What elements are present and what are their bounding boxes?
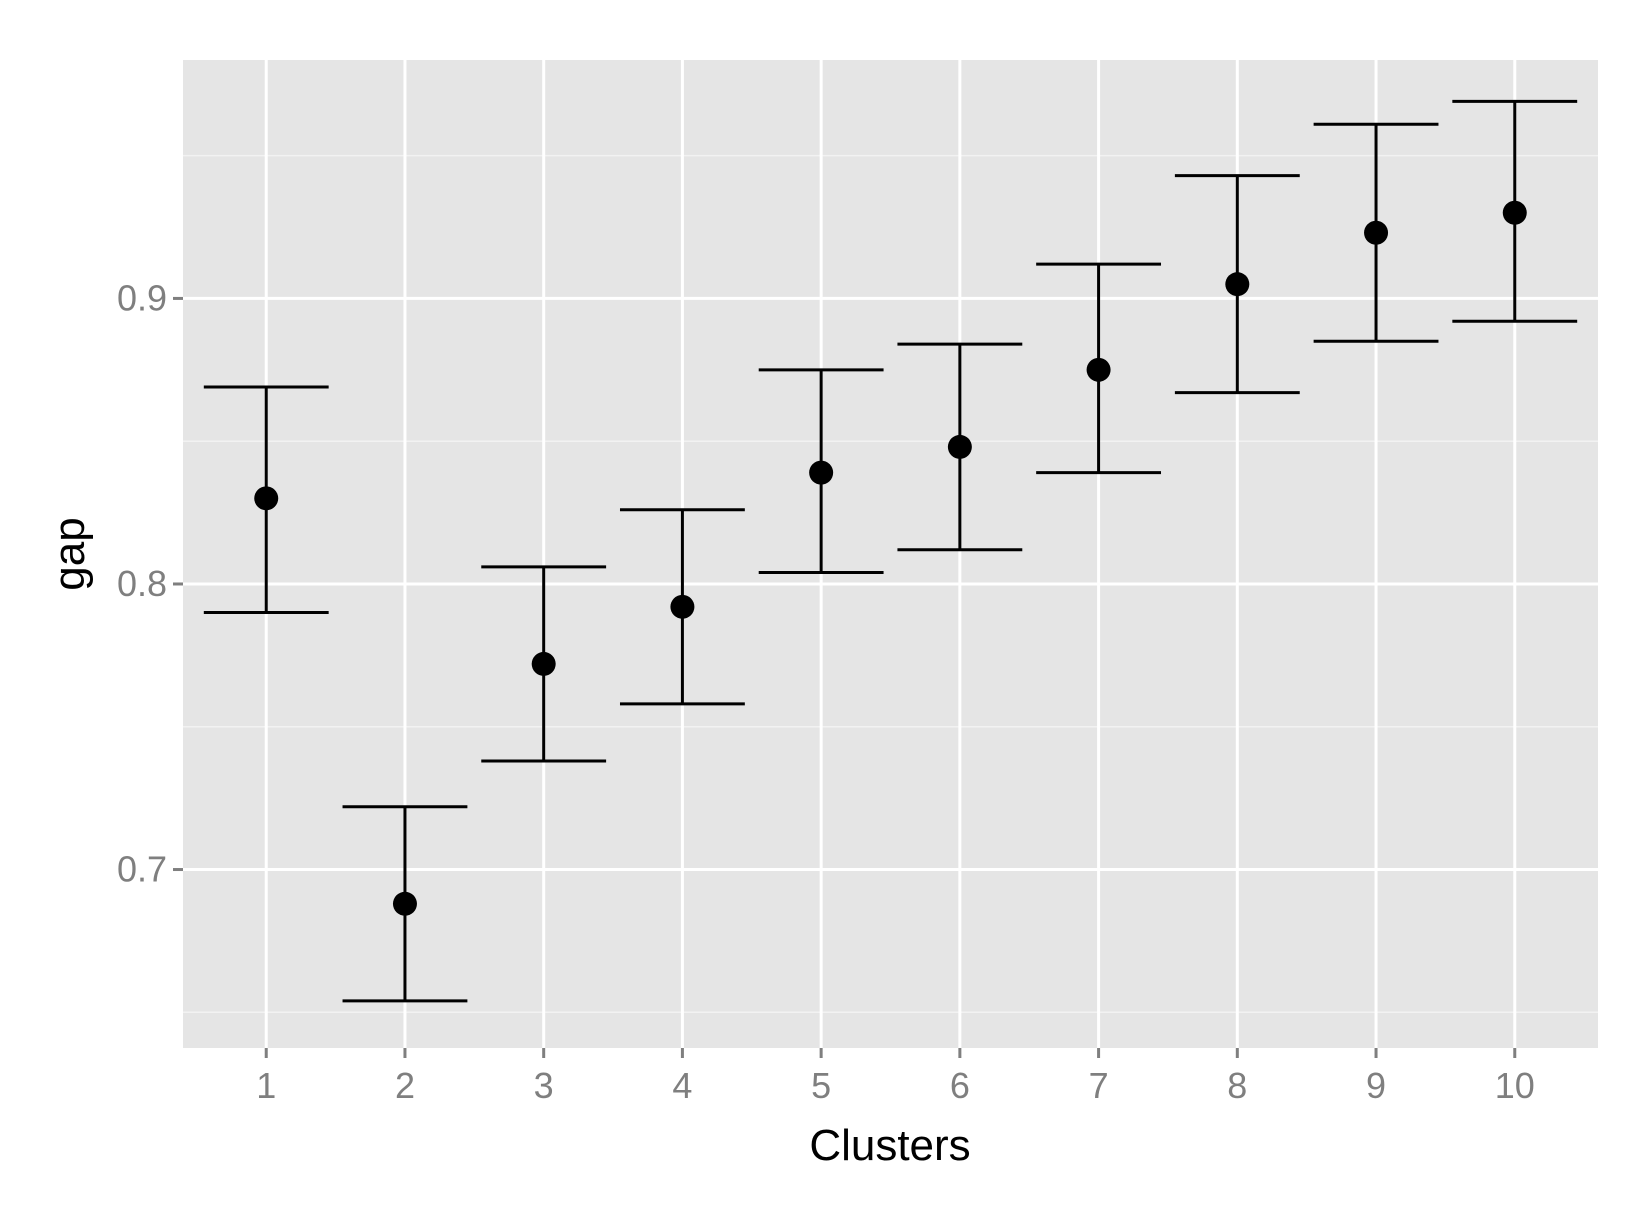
data-point-8 [1225, 272, 1250, 297]
x-tick-label-8: 8 [1227, 1065, 1247, 1106]
data-points [254, 200, 1527, 916]
data-point-6 [947, 434, 972, 459]
x-tick-label-4: 4 [672, 1065, 692, 1106]
y-axis-title: gap [45, 517, 94, 590]
y-tick-label-1: 0.8 [117, 563, 167, 604]
data-point-9 [1364, 220, 1389, 245]
data-point-2 [392, 891, 417, 916]
x-axis-title: Clusters [809, 1121, 970, 1170]
x-tick-label-6: 6 [950, 1065, 970, 1106]
data-point-4 [670, 594, 695, 619]
x-tick-label-1: 1 [256, 1065, 276, 1106]
data-point-3 [531, 651, 556, 676]
x-tick-label-9: 9 [1366, 1065, 1386, 1106]
minor-grid [183, 154, 1598, 1014]
x-axis: 1 2 3 4 5 6 7 8 9 10 [256, 1048, 1535, 1106]
x-tick-label-5: 5 [811, 1065, 831, 1106]
y-tick-label-2: 0.9 [117, 277, 167, 318]
x-tick-label-3: 3 [534, 1065, 554, 1106]
x-tick-label-2: 2 [395, 1065, 415, 1106]
y-tick-label-0: 0.7 [117, 849, 167, 890]
data-point-7 [1086, 357, 1111, 382]
data-point-1 [254, 486, 279, 511]
x-tick-label-7: 7 [1089, 1065, 1109, 1106]
plot-panel [183, 60, 1598, 1048]
x-tick-label-10: 10 [1495, 1065, 1535, 1106]
data-point-5 [809, 460, 834, 485]
y-axis: 0.7 0.8 0.9 [117, 277, 183, 890]
data-point-10 [1502, 200, 1527, 225]
error-bars [203, 99, 1578, 1003]
